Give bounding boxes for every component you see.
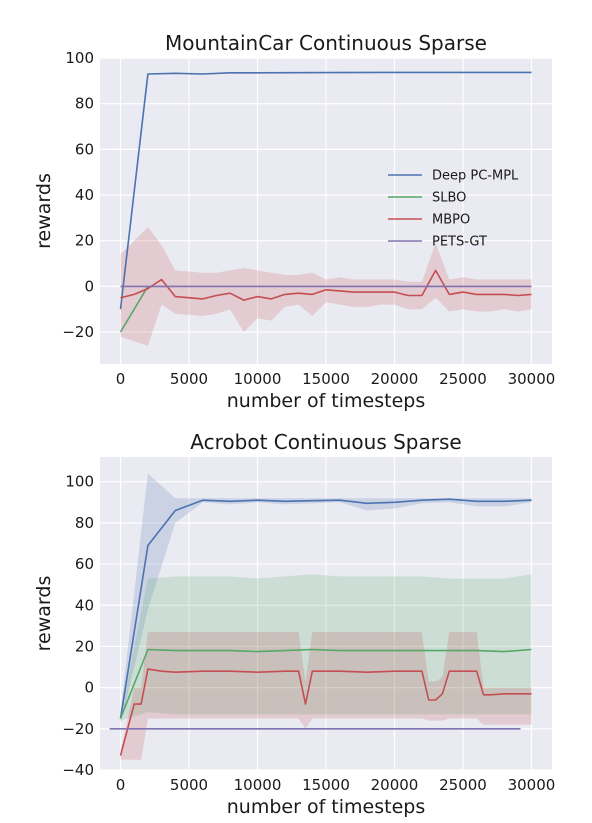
x-tick-label: 15000 [302, 370, 350, 388]
x-tick-label: 20000 [371, 776, 419, 794]
y-axis-label: rewards [33, 173, 55, 249]
confidence-bands [120, 473, 532, 760]
y-tick-label: 40 [75, 186, 94, 204]
y-tick-label: 0 [84, 679, 94, 697]
y-tick-labels: −20 0 20 40 60 80 100 [62, 49, 94, 341]
y-tick-label: 80 [75, 95, 94, 113]
legend-label: Deep PC-MPL [432, 169, 519, 184]
series-lines [109, 498, 532, 756]
y-tick-label: 20 [75, 232, 94, 250]
series-line-2 [120, 269, 532, 301]
x-axis-label: number of timesteps [227, 796, 425, 818]
y-tick-label: 60 [75, 555, 94, 573]
y-tick-label: 80 [75, 514, 94, 532]
confidence-band-1 [120, 574, 532, 721]
x-tick-label: 5000 [170, 370, 208, 388]
mountaincar-chart: −20 0 20 40 60 80 100 0 5000 10000 15000 20000 2500… [33, 31, 555, 412]
x-tick-label: 25000 [439, 776, 487, 794]
chart-title: MountainCar Continuous Sparse [165, 31, 487, 55]
series-line-1 [119, 648, 532, 719]
legend-label: MBPO [432, 213, 470, 228]
x-tick-label: 30000 [508, 776, 556, 794]
x-tick-label: 5000 [170, 776, 208, 794]
legend-label: SLBO [432, 191, 466, 206]
y-tick-label: −40 [62, 761, 94, 779]
confidence-band-0 [120, 473, 532, 725]
y-tick-label: −20 [62, 323, 94, 341]
x-tick-label: 15000 [302, 776, 350, 794]
x-tick-label: 25000 [439, 370, 487, 388]
y-tick-labels: −40 −20 0 20 40 60 80 100 [62, 473, 94, 779]
legend: Deep PC-MPL SLBO MBPO PETS-GT [388, 169, 519, 250]
acrobot-chart: −40 −20 0 20 40 60 80 100 0 5000 10000 15000 20000 2… [33, 430, 555, 818]
series-line-0 [119, 71, 532, 310]
series-lines [119, 71, 532, 333]
x-tick-label: 0 [116, 370, 126, 388]
series-line-2 [119, 668, 532, 756]
x-axis-label: number of timesteps [227, 390, 425, 412]
y-tick-label: 100 [65, 473, 94, 491]
series-line-1 [119, 285, 149, 333]
y-tick-label: −20 [62, 720, 94, 738]
x-tick-labels: 0 5000 10000 15000 20000 25000 30000 [116, 370, 556, 388]
series-line-0 [119, 498, 532, 719]
x-tick-labels: 0 5000 10000 15000 20000 25000 30000 [116, 776, 556, 794]
legend-label: PETS-GT [432, 235, 487, 250]
y-tick-label: 60 [75, 140, 94, 158]
y-tick-label: 0 [84, 277, 94, 295]
x-tick-label: 30000 [508, 370, 556, 388]
y-tick-label: 20 [75, 637, 94, 655]
x-tick-label: 20000 [371, 370, 419, 388]
y-axis-label: rewards [33, 576, 55, 652]
chart-title: Acrobot Continuous Sparse [190, 430, 461, 454]
x-tick-label: 10000 [234, 370, 282, 388]
x-tick-label: 0 [116, 776, 126, 794]
y-tick-label: 40 [75, 596, 94, 614]
x-tick-label: 10000 [234, 776, 282, 794]
confidence-band-2 [120, 632, 532, 760]
y-tick-label: 100 [65, 49, 94, 67]
